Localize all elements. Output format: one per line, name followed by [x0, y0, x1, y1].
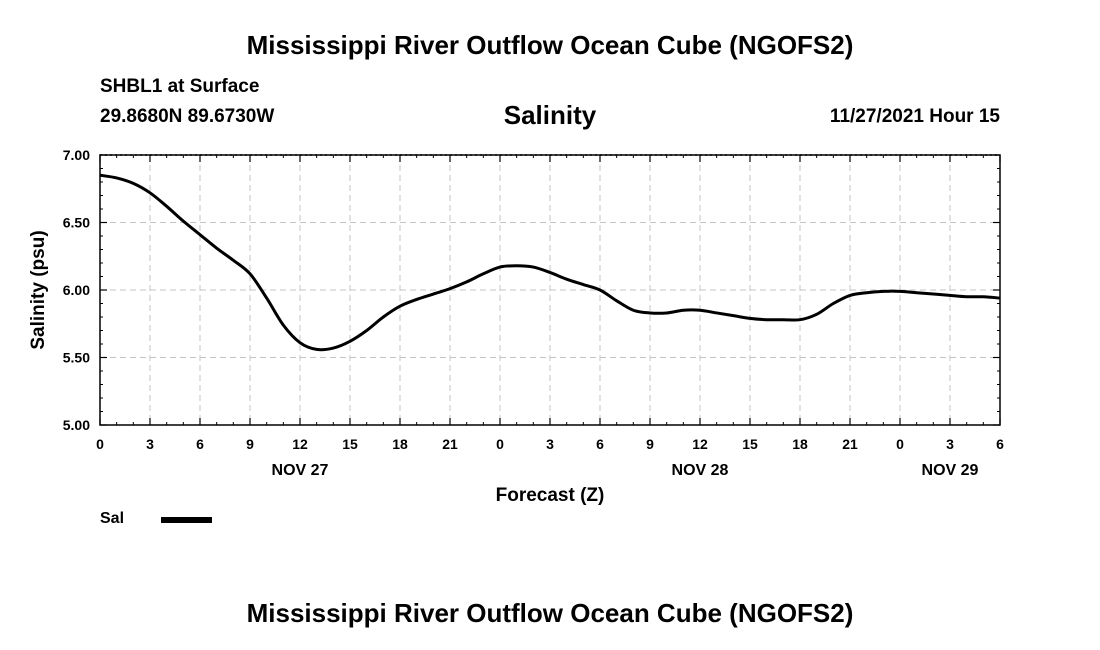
date-label: NOV 27 [272, 462, 329, 479]
station-label: SHBL1 at Surface [100, 76, 260, 97]
footer-title: Mississippi River Outflow Ocean Cube (NG… [246, 598, 854, 628]
forecast-datetime: 11/27/2021 Hour 15 [829, 106, 1000, 127]
x-tick-label: 18 [792, 436, 808, 452]
date-label: NOV 29 [922, 462, 979, 479]
y-tick-label: 5.50 [63, 350, 90, 366]
plot-frame [99, 154, 1001, 426]
x-tick-label: 3 [546, 436, 554, 452]
y-tick-label: 5.00 [63, 417, 90, 433]
x-tick-label: 9 [246, 436, 254, 452]
x-tick-label: 3 [146, 436, 154, 452]
legend-line-swatch [161, 517, 212, 523]
x-axis-title: Forecast (Z) [496, 485, 605, 506]
x-tick-label: 0 [896, 436, 904, 452]
x-tick-label: 3 [946, 436, 954, 452]
x-tick-label: 6 [196, 436, 204, 452]
y-axis-title: Salinity (psu) [28, 230, 49, 349]
x-tick-label: 9 [646, 436, 654, 452]
axis-labels: 0 3 6 9 12 15 18 21 0 3 6 9 12 15 18 21 0 3 6 5.00 5.50 6.00 6… [63, 147, 1004, 479]
legend-label: Sal [100, 510, 125, 527]
x-tick-label: 15 [742, 436, 758, 452]
y-tick-label: 6.00 [63, 282, 90, 298]
x-tick-label: 6 [996, 436, 1004, 452]
x-tick-label: 21 [842, 436, 858, 452]
chart-title: Salinity [503, 100, 597, 130]
x-tick-label: 12 [292, 436, 308, 452]
date-label: NOV 28 [672, 462, 729, 479]
grid [100, 154, 1000, 425]
page-title: Mississippi River Outflow Ocean Cube (NG… [246, 30, 854, 60]
x-tick-label: 12 [692, 436, 708, 452]
series-layer [99, 173, 1001, 352]
x-tick-label: 21 [442, 436, 458, 452]
y-tick-label: 7.00 [63, 147, 90, 163]
x-tick-label: 6 [596, 436, 604, 452]
x-tick-label: 0 [496, 436, 504, 452]
x-tick-label: 15 [342, 436, 358, 452]
station-coordinates: 29.8680N 89.6730W [100, 106, 275, 127]
x-tick-label: 0 [96, 436, 104, 452]
y-tick-label: 6.50 [63, 215, 90, 231]
series-line-sal [99, 173, 1001, 352]
x-tick-label: 18 [392, 436, 408, 452]
